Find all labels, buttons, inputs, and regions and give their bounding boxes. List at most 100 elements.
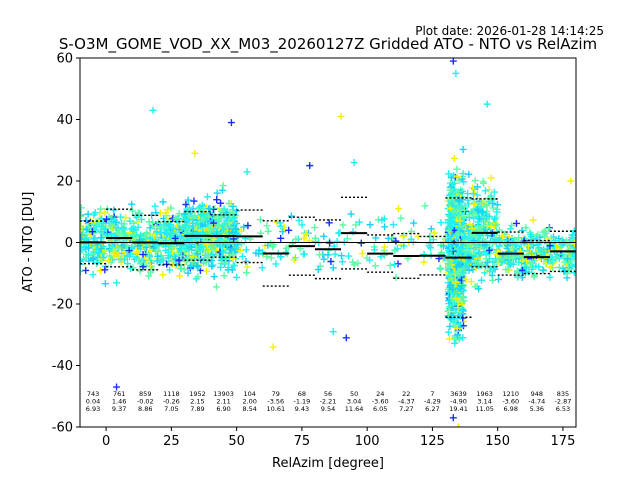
scatter-point: [244, 222, 252, 230]
scatter-point: [177, 265, 185, 273]
scatter-point: [447, 199, 455, 207]
scatter-point: [314, 266, 322, 274]
bin-std-label: 6.98: [503, 405, 517, 413]
scatter-point: [233, 273, 241, 281]
scatter-point: [427, 225, 435, 233]
scatter-point: [475, 215, 483, 223]
bin-std-label: 10.61: [266, 405, 285, 413]
scatter-point: [473, 183, 481, 191]
scatter-point: [455, 213, 463, 221]
scatter-point: [447, 246, 455, 254]
scatter-point: [410, 219, 418, 227]
scatter-point: [139, 263, 147, 271]
scatter-point: [225, 199, 233, 207]
scatter-point: [89, 220, 97, 228]
scatter-point: [478, 208, 486, 216]
bin-std-label: 6.05: [373, 405, 387, 413]
scatter-point: [451, 219, 459, 227]
scatter-point: [159, 271, 167, 279]
scatter-point: [151, 231, 159, 239]
scatter-point: [229, 261, 237, 269]
bin-mean-label: -1.19: [293, 398, 310, 406]
scatter-point: [259, 248, 267, 256]
scatter-point: [430, 229, 438, 237]
scatter-point: [277, 222, 285, 230]
scatter-point: [206, 225, 214, 233]
scatter-point: [427, 244, 435, 252]
scatter-point: [167, 204, 175, 212]
scatter-point: [200, 216, 208, 224]
bin-count-label: 3639: [450, 390, 467, 398]
scatter-point: [555, 235, 563, 243]
scatter-point: [546, 242, 554, 250]
bin-count-label: 761: [113, 390, 125, 398]
scatter-point: [454, 267, 462, 275]
scatter-point: [209, 261, 217, 269]
bin-mean-label: 3.04: [347, 398, 361, 406]
scatter-point: [230, 262, 238, 270]
bin-mean-label: -3.60: [502, 398, 519, 406]
scatter-point: [407, 227, 415, 235]
scatter-point: [132, 237, 140, 245]
scatter-point: [220, 260, 228, 268]
scatter-point: [540, 245, 548, 253]
scatter-point: [564, 266, 572, 274]
scatter-point: [159, 222, 167, 230]
scatter-point: [492, 222, 500, 230]
scatter-point: [320, 232, 328, 240]
bin-count-label: 948: [531, 390, 543, 398]
scatter-point: [452, 295, 460, 303]
scatter-point: [380, 243, 388, 251]
scatter-point: [152, 223, 160, 231]
scatter-point: [465, 266, 473, 274]
scatter-point: [451, 339, 459, 347]
scatter-point: [487, 174, 495, 182]
scatter-point: [88, 250, 96, 258]
scatter-point: [134, 223, 142, 231]
scatter-point: [459, 334, 467, 342]
scatter-point: [295, 216, 303, 224]
scatter-point: [453, 165, 461, 173]
scatter-point: [153, 247, 161, 255]
scatter-point: [465, 234, 473, 242]
scatter-point: [528, 232, 536, 240]
scatter-point: [83, 226, 91, 234]
scatter-point: [237, 227, 245, 235]
scatter-point: [280, 224, 288, 232]
scatter-point: [113, 279, 121, 287]
scatter-point: [350, 159, 358, 167]
scatter-point: [203, 193, 211, 201]
scatter-point: [515, 234, 523, 242]
scatter-point: [518, 266, 526, 274]
scatter-point: [183, 258, 191, 266]
scatter-point: [446, 223, 454, 231]
scatter-point: [571, 261, 576, 269]
scatter-point: [243, 269, 251, 277]
bin-std-label: 6.27: [425, 405, 439, 413]
scatter-point: [221, 259, 229, 267]
scatter-point: [128, 200, 136, 208]
scatter-point: [232, 207, 240, 215]
scatter-point: [453, 324, 461, 332]
bin-std-label: 8.54: [242, 405, 256, 413]
scatter-point: [134, 255, 142, 263]
scatter-point: [453, 290, 461, 298]
scatter-point: [491, 237, 499, 245]
scatter-point: [462, 247, 470, 255]
scatter-point: [255, 250, 263, 258]
scatter-point: [546, 263, 554, 271]
scatter-point: [488, 199, 496, 207]
scatter-point: [446, 271, 454, 279]
scatter-point: [444, 288, 452, 296]
scatter-point: [172, 255, 180, 263]
scatter-point: [203, 267, 211, 275]
scatter-point: [80, 212, 85, 220]
x-tick-label: 175: [551, 434, 576, 449]
scatter-point: [306, 162, 314, 170]
scatter-point: [125, 247, 133, 255]
x-tick-label: 25: [163, 434, 180, 449]
scatter-point: [185, 204, 193, 212]
scatter-point: [522, 257, 530, 265]
scatter-point: [355, 218, 363, 226]
scatter-point: [202, 246, 210, 254]
